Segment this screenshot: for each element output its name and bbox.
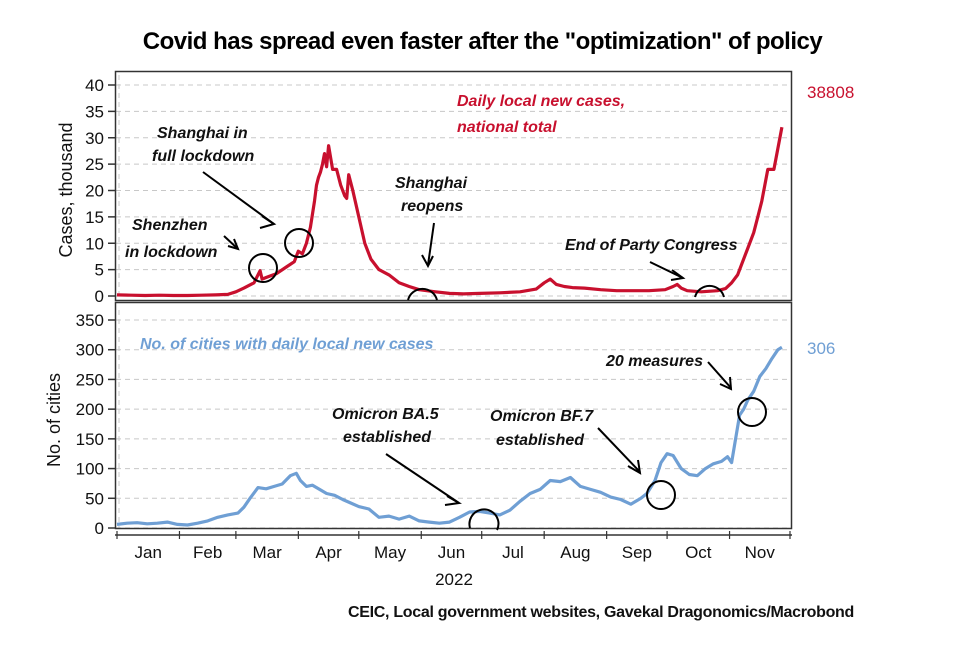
top-y-tick-label: 5: [95, 261, 104, 280]
top-panel-frame: [114, 70, 793, 302]
annotation-shenzhen-line1: Shenzhen: [132, 217, 208, 234]
cities-series-label: No. of cities with daily local new cases: [140, 336, 434, 353]
x-tick-label: May: [374, 543, 407, 562]
top-y-tick-label: 10: [85, 234, 104, 253]
top-y-tick-label: 15: [85, 208, 104, 227]
annotation-arrow-20-measures: [707, 361, 732, 389]
marker-circle-shenzhen: [248, 253, 278, 283]
bottom-y-tick-label: 150: [76, 430, 104, 449]
bottom-y-tick-label: 300: [76, 341, 104, 360]
marker-circle-bf7: [646, 480, 676, 510]
arrowhead-shenzhen: [227, 238, 240, 251]
marker-circle-ba5: [468, 508, 500, 531]
annotation-party-congress: End of Party Congress: [565, 237, 738, 254]
annotation-shanghai-lockdown-line1: Shanghai in: [157, 125, 248, 142]
top-y-tick-label: 30: [85, 129, 104, 148]
top-y-axis-title: Cases, thousand: [56, 122, 76, 257]
x-tick-label: Jun: [438, 543, 465, 562]
bottom-y-axis: 0 50 100 150 200 250 300 350: [76, 311, 116, 538]
annotation-arrow-shanghai-lockdown: [202, 171, 275, 225]
bottom-y-tick-label: 50: [85, 489, 104, 508]
annotation-arrow-shanghai-reopens: [427, 222, 435, 266]
x-tick-label: Jul: [502, 543, 524, 562]
annotation-ba5-line1: Omicron BA.5: [332, 406, 440, 423]
arrowhead-shanghai-lockdown: [259, 215, 277, 229]
annotation-ba5-line2: established: [343, 429, 432, 446]
top-y-tick-label: 0: [95, 287, 104, 306]
top-y-tick-label: 25: [85, 155, 104, 174]
bottom-y-tick-label: 0: [95, 519, 104, 538]
x-tick-label: Sep: [622, 543, 652, 562]
bottom-panel-frame: [114, 301, 793, 530]
annotation-arrow-shenzhen: [223, 235, 239, 250]
cases-series-line: [116, 126, 784, 298]
annotation-shanghai-lockdown-line2: full lockdown: [152, 148, 254, 165]
annotation-arrow-bf7: [597, 427, 641, 473]
annotation-shanghai-reopens-line1: Shanghai: [395, 175, 468, 192]
x-axis: Jan Feb Mar Apr May Jun Jul Aug Sep Oct Nov: [115, 531, 792, 562]
top-y-tick-label: 35: [85, 102, 104, 121]
cases-series-label-line2: national total: [457, 119, 557, 136]
cases-end-value: 38808: [807, 83, 854, 102]
x-tick-label: Aug: [560, 543, 590, 562]
annotation-bf7-line2: established: [496, 432, 585, 449]
top-y-axis: 0 5 10 15 20 25 30 35 40: [85, 76, 116, 306]
annotation-20-measures: 20 measures: [605, 353, 703, 370]
arrowhead-ba5: [444, 495, 462, 506]
bottom-y-axis-title: No. of cities: [44, 373, 64, 467]
top-gridlines: [116, 75, 791, 297]
bottom-y-tick-label: 350: [76, 311, 104, 330]
top-y-tick-label: 20: [85, 182, 104, 201]
annotation-bf7-line1: Omicron BF.7: [490, 408, 594, 425]
annotation-shanghai-reopens-line2: reopens: [401, 198, 463, 215]
bottom-y-tick-label: 100: [76, 460, 104, 479]
cases-series-label-line1: Daily local new cases,: [457, 93, 625, 110]
annotation-arrow-party-congress: [649, 261, 684, 279]
bottom-y-tick-label: 250: [76, 370, 104, 389]
chart-title: Covid has spread even faster after the "…: [142, 28, 823, 55]
x-axis-year-label: 2022: [435, 570, 473, 589]
cities-series-line: [116, 345, 783, 527]
x-tick-label: Oct: [685, 543, 712, 562]
x-tick-label: Apr: [315, 543, 342, 562]
arrowhead-bf7: [627, 459, 642, 475]
x-tick-label: Mar: [252, 543, 282, 562]
source-credit: CEIC, Local government websites, Gavekal…: [348, 604, 854, 621]
x-tick-label: Nov: [745, 543, 776, 562]
bottom-y-tick-label: 200: [76, 400, 104, 419]
x-tick-label: Feb: [193, 543, 222, 562]
arrowhead-shanghai-reopens: [421, 254, 434, 269]
marker-circle-party-congress: [694, 284, 725, 298]
top-y-tick-label: 40: [85, 76, 104, 95]
marker-circle-shanghai-reopens: [407, 287, 438, 301]
annotation-shenzhen-line2: in lockdown: [125, 244, 218, 261]
x-tick-label: Jan: [135, 543, 162, 562]
arrowhead-20-measures: [719, 376, 733, 391]
marker-circle-shanghai-lockdown: [284, 228, 314, 258]
marker-circle-20-measures: [737, 397, 767, 427]
cities-end-value: 306: [807, 339, 835, 358]
arrowhead-party-congress: [670, 269, 686, 281]
annotation-arrow-ba5: [385, 453, 460, 504]
